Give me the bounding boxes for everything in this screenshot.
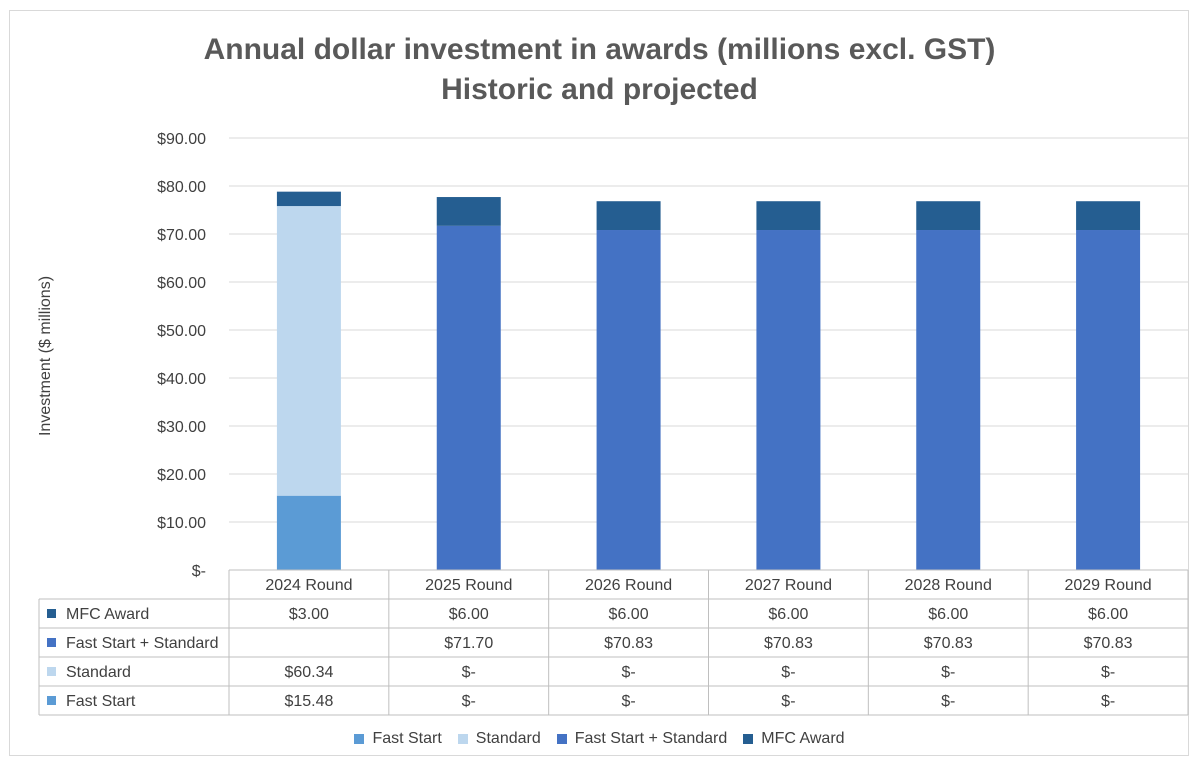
bar-segment-fast-start <box>276 495 341 570</box>
data-label: $60.34 <box>284 664 333 681</box>
legend-swatch <box>743 734 754 744</box>
data-label: $- <box>1101 693 1115 710</box>
data-label: $6.00 <box>768 606 808 623</box>
bar-segment-mfc-award <box>756 201 821 231</box>
legend-item: Standard <box>457 730 541 748</box>
x-tick-label: 2025 Round <box>425 577 512 594</box>
data-label: $71.70 <box>444 635 493 652</box>
data-label: $3.00 <box>289 606 329 623</box>
y-tick-label: $10.00 <box>157 515 206 532</box>
y-tick-label: $70.00 <box>157 227 206 244</box>
data-label: $- <box>462 664 476 681</box>
data-label: $- <box>621 664 635 681</box>
x-tick-label: 2029 Round <box>1064 577 1151 594</box>
x-tick-label: 2026 Round <box>585 577 672 594</box>
y-tick-label: $80.00 <box>157 179 206 196</box>
table-legend-key <box>47 667 56 676</box>
data-label: $- <box>781 664 795 681</box>
data-label: $- <box>941 693 955 710</box>
data-label: $70.83 <box>1084 635 1133 652</box>
bar-segment-mfc-award <box>436 197 501 226</box>
bar-segment-mfc-award <box>1076 201 1141 231</box>
data-label: $6.00 <box>928 606 968 623</box>
bar-segment-mfc-award <box>596 201 661 231</box>
legend-swatch <box>556 734 567 744</box>
legend-label: Fast Start <box>372 730 442 747</box>
legend-item: Fast Start + Standard <box>556 730 728 748</box>
bar-segment-mfc-award <box>916 201 981 231</box>
data-label: $70.83 <box>604 635 653 652</box>
legend-swatch <box>354 734 365 744</box>
bar-segment-mfc-award <box>276 191 341 207</box>
data-label: $- <box>1101 664 1115 681</box>
data-label: $15.48 <box>284 693 333 710</box>
chart-title-line-1: Annual dollar investment in awards (mill… <box>203 33 996 66</box>
x-tick-label: 2028 Round <box>905 577 992 594</box>
y-tick-label: $20.00 <box>157 467 206 484</box>
data-label: $- <box>462 693 476 710</box>
legend-swatch <box>457 734 468 744</box>
legend-label: Standard <box>475 730 541 747</box>
y-tick-label: $- <box>192 563 206 580</box>
table-row-label: Standard <box>66 664 131 681</box>
chart-frame <box>9 10 1189 756</box>
chart-title: Annual dollar investment in awards (mill… <box>0 30 1199 110</box>
y-tick-label: $30.00 <box>157 419 206 436</box>
bar-segment-fast-start-standard <box>1076 230 1141 571</box>
data-label: $6.00 <box>449 606 489 623</box>
legend-item: MFC Award <box>743 730 845 748</box>
legend-label: MFC Award <box>761 730 845 747</box>
x-tick-label: 2024 Round <box>265 577 352 594</box>
table-legend-key <box>47 609 56 618</box>
table-row-label: MFC Award <box>66 606 149 623</box>
y-tick-label: $90.00 <box>157 131 206 148</box>
table-row-label: Fast Start <box>66 693 136 710</box>
legend-item: Fast Start <box>354 730 442 748</box>
chart-legend: Fast Start Standard Fast Start + Standard M… <box>0 730 1199 748</box>
y-tick-label: $40.00 <box>157 371 206 388</box>
data-label: $- <box>781 693 795 710</box>
y-tick-label: $60.00 <box>157 275 206 292</box>
legend-label: Fast Start + Standard <box>574 730 728 747</box>
bar-segment-standard <box>276 206 341 496</box>
data-label: $6.00 <box>609 606 649 623</box>
data-label: $6.00 <box>1088 606 1128 623</box>
bar-segment-fast-start-standard <box>756 230 821 571</box>
y-tick-label: $50.00 <box>157 323 206 340</box>
table-legend-key <box>47 696 56 705</box>
data-label: $- <box>941 664 955 681</box>
bar-segment-fast-start-standard <box>436 225 501 570</box>
data-label: $70.83 <box>924 635 973 652</box>
table-legend-key <box>47 638 56 647</box>
data-label: $70.83 <box>764 635 813 652</box>
bar-segment-fast-start-standard <box>596 230 661 571</box>
chart-title-line-2: Historic and projected <box>441 73 758 106</box>
data-label: $- <box>621 693 635 710</box>
x-tick-label: 2027 Round <box>745 577 832 594</box>
table-row-label: Fast Start + Standard <box>66 635 219 652</box>
bar-segment-fast-start-standard <box>916 230 981 571</box>
